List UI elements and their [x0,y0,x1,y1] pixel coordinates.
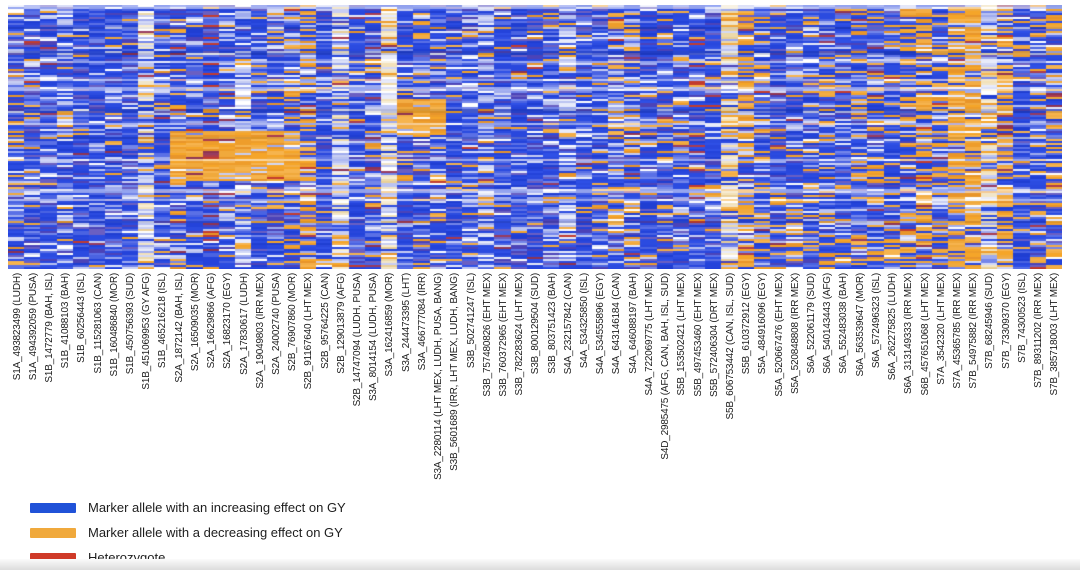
x-axis-label: S4A_722069775 (LHT MEX) [643,273,655,396]
x-axis-label: S7B_68245946 (SUD) [984,273,996,369]
x-axis-label: S6A_540143443 (AFG) [822,273,834,374]
x-axis-label: S4A_643146184 (CAN) [611,273,623,375]
legend-item-increasing: Marker allele with an increasing effect … [30,500,346,515]
x-axis-label: S7B_73309370 (EGY) [1000,273,1012,369]
x-axis-label: S3A_2280114 (LHT MEX, LUDH, PUSA, BANG) [433,273,445,480]
x-axis-label: S5B_610372912 (EGY) [741,273,753,375]
x-axis-label: S3B_760372965 (EHT MEX) [497,273,509,397]
x-axis-label: S5B_572406304 (DRT MEX) [708,273,720,397]
x-axis-label: S3B_803751423 (BAH) [546,273,558,374]
x-axis-label: S5B_606753442 (CAN, ISL, SUD) [724,273,736,420]
legend-item-decreasing: Marker allele with a decreasing effect o… [30,525,346,540]
heatmap-canvas [8,5,1062,269]
legend-label-decreasing: Marker allele with a decreasing effect o… [88,525,343,540]
x-axis-label: S4A_232157842 (CAN) [562,273,574,375]
x-axis-label: S3A_466777084 (IRR) [416,273,428,371]
x-axis-label: S3B_782283624 (LHT MEX) [514,273,526,396]
x-axis-label: S7A_3542320 (LHT MEX) [935,273,947,385]
x-axis-label: S3B_5601689 (IRR, LHT MEX, LUDH, BANG) [449,273,461,471]
x-axis-label: S3A_162416859 (MOR) [384,273,396,377]
screenshot-bottom-edge [0,559,1080,570]
legend-swatch-heterozygote [30,552,76,563]
x-axis-label: S6A_572496323 (ISL) [870,273,882,369]
x-axis-label: S6A_522061179 (SUD) [806,273,818,374]
legend-swatch-decreasing [30,527,76,538]
x-axis-label: S3A_8014154 (LUDH, PUSA) [368,273,380,402]
legend-label-increasing: Marker allele with an increasing effect … [88,500,346,515]
x-axis-label: S6A_552483038 (BAH) [838,273,850,374]
x-axis-label: S3A_244473395 (LHT) [400,273,412,373]
legend-swatch-increasing [30,502,76,513]
x-axis-label: S2B_14747094 (LUDH, PUSA) [352,273,364,407]
x-axis-label: S5B_153502421 (LHT MEX) [676,273,688,396]
x-axis-label: S6A_313149333 (IRR MEX) [903,273,915,395]
x-axis-label: S5A_484916096 (EGY) [757,273,769,375]
x-axis-label: S3B_800129504 (SUD) [530,273,542,375]
x-axis-label: S7B_54975882 (IRR MEX) [968,273,980,389]
x-axis-label: S5A_520848808 (IRR MEX) [789,273,801,395]
x-axis-label: S7B_385718003 (LHT MEX) [1049,273,1061,396]
x-axis-label: S4A_534555896 (EGY) [595,273,607,375]
x-axis-label: S7B_74300523 (ISL) [1016,273,1028,363]
x-axis-label: S1A_493823499 (LUDH) [11,273,23,381]
x-axis-label: S4A_646088197 (BAH) [627,273,639,374]
x-axis-label: S7B_89311202 (IRR MEX) [1033,273,1045,388]
x-axis-label: S7A_45365785 (IRR MEX) [951,273,963,389]
x-axis-label: S5A_520667476 (EHT MEX) [773,273,785,397]
x-axis-label: S6A_563539647 (MOR) [854,273,866,377]
x-axis-label: S6B_457651068 (LHT MEX) [919,273,931,396]
x-axis-label: S6A_262275825 (LUDH) [887,273,899,381]
x-axis-label: S4D_2985475 (AFG, CAN, BAH, ISL, SUD) [660,273,672,460]
x-axis-label: S5B_497453460 (EHT MEX) [692,273,704,397]
x-axis-label: S4A_534325850 (ISL) [579,273,591,369]
x-axis-label: S3B_757480826 (EHT MEX) [481,273,493,397]
x-axis-label: S3B_502741247 (ISL) [465,273,477,369]
